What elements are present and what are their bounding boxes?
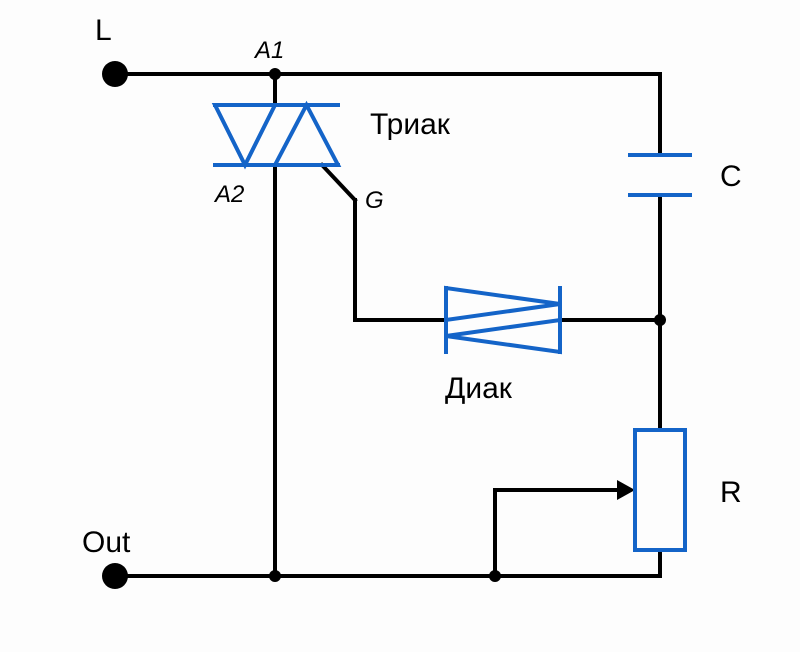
label-triac: Триак xyxy=(370,108,451,141)
label-g: G xyxy=(365,187,384,214)
label-r: R xyxy=(720,476,742,509)
label-l: L xyxy=(95,14,112,47)
terminal-layer xyxy=(102,61,128,589)
label-a2: A2 xyxy=(213,181,244,208)
label-a1: A1 xyxy=(253,37,284,64)
wire-layer xyxy=(115,74,660,576)
label-layer: L Out A1 A2 G Триак Диак C R xyxy=(82,14,742,559)
circuit-diagram: L Out A1 A2 G Триак Диак C R xyxy=(0,0,800,652)
label-c: C xyxy=(720,160,742,193)
label-diac: Диак xyxy=(445,372,513,405)
schematic-svg: L Out A1 A2 G Триак Диак C R xyxy=(0,0,800,652)
label-out: Out xyxy=(82,526,131,559)
